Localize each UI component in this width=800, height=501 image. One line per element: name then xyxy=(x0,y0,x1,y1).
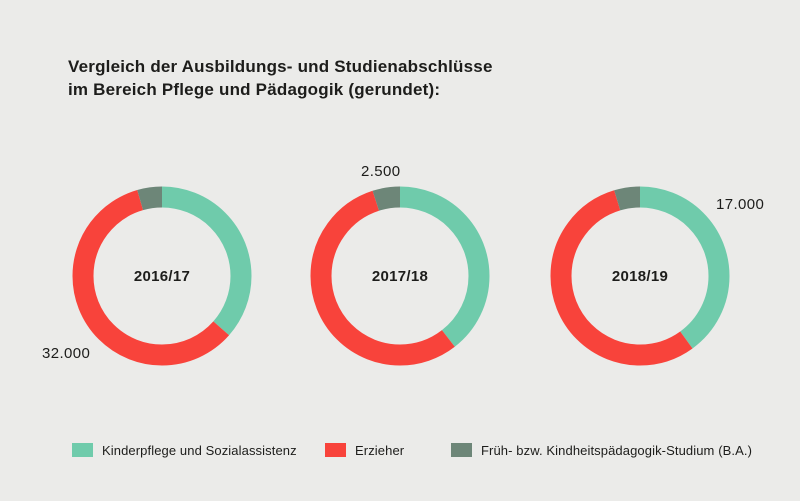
value-label-erzieher-2016-17: 32.000 xyxy=(42,345,91,362)
legend-swatch-kinderpflege xyxy=(72,443,93,457)
donut-chart-2016-17: 2016/17 xyxy=(72,186,252,366)
value-label-kinderpflege-2018-19: 17.000 xyxy=(716,196,765,213)
legend-item-erzieher: Erzieher xyxy=(325,442,405,458)
legend-swatch-studium xyxy=(451,443,472,457)
donut-segment xyxy=(310,186,490,366)
donut-ring-svg xyxy=(550,186,730,366)
donut-segment xyxy=(310,186,490,366)
legend-swatch-erzieher xyxy=(325,443,346,457)
donut-segment xyxy=(550,186,730,366)
donut-segment xyxy=(72,186,252,366)
legend-item-studium: Früh- bzw. Kindheitspädagogik-Studium (B… xyxy=(451,442,753,458)
donut-segment xyxy=(550,186,730,366)
donut-ring-svg xyxy=(72,186,252,366)
chart-title: Vergleich der Ausbildungs- und Studienab… xyxy=(68,55,493,101)
donut-ring-svg xyxy=(310,186,490,366)
donut-chart-2017-18: 2017/18 xyxy=(310,186,490,366)
donut-ring-2016-17 xyxy=(72,186,252,366)
legend-label-erzieher: Erzieher xyxy=(355,442,405,458)
legend-label-kinderpflege: Kinderpflege und Sozialassistenz xyxy=(102,442,297,458)
donut-chart-2018-19: 2018/19 xyxy=(550,186,730,366)
donut-segment xyxy=(72,186,252,366)
chart-title-line-1: Vergleich der Ausbildungs- und Studienab… xyxy=(68,57,493,76)
donut-ring-2017-18 xyxy=(310,186,490,366)
value-label-studium-2017-18: 2.500 xyxy=(361,163,401,180)
donut-ring-2018-19 xyxy=(550,186,730,366)
legend-label-studium: Früh- bzw. Kindheitspädagogik-Studium (B… xyxy=(481,442,753,458)
legend-item-kinderpflege: Kinderpflege und Sozialassistenz xyxy=(72,442,297,458)
chart-title-line-2: im Bereich Pflege und Pädagogik (gerunde… xyxy=(68,80,441,99)
